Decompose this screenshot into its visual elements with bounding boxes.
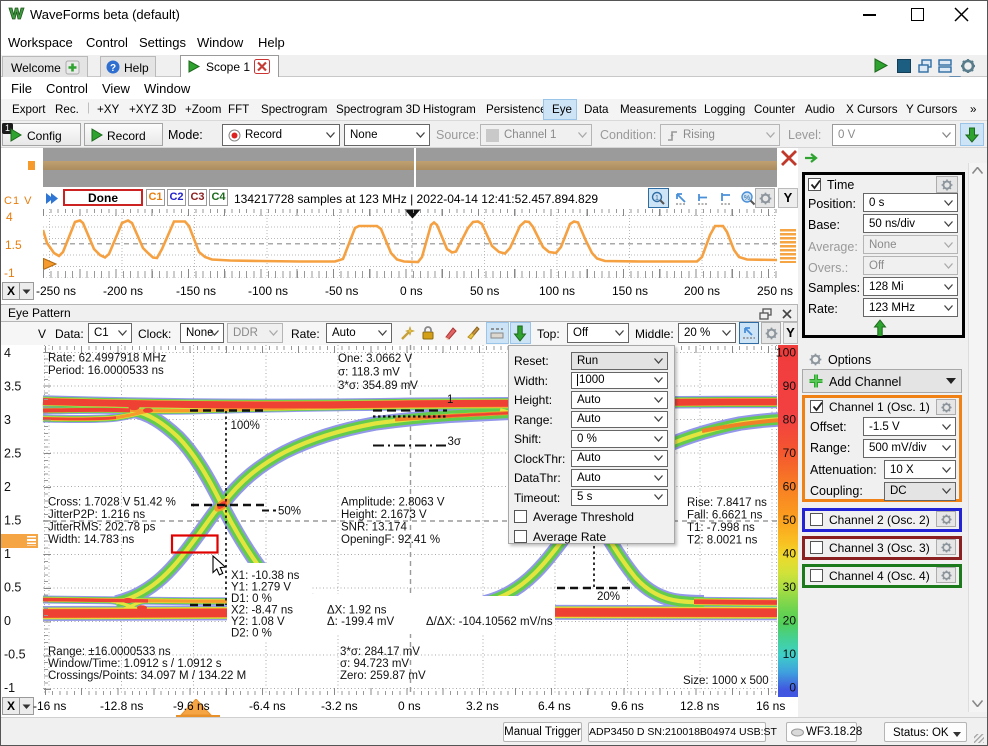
svg-text:D1: 0 %: D1: 0 % [231, 593, 272, 605]
svg-text:0.5: 0.5 [4, 581, 21, 595]
svg-text:50: 50 [783, 513, 797, 527]
svg-text:50%: 50% [278, 506, 301, 518]
svg-text:Size: 1000 x 500: Size: 1000 x 500 [683, 675, 769, 687]
svg-text:One: 3.0662 V: One: 3.0662 V [338, 353, 412, 365]
svg-text:T2: 8.0021 ns: T2: 8.0021 ns [687, 535, 758, 547]
svg-text:Window/Time: 1.0912 s / 1.0912: Window/Time: 1.0912 s / 1.0912 s [48, 658, 222, 670]
svg-text:Width: 14.783 ns: Width: 14.783 ns [48, 534, 135, 546]
svg-text:Δ: -199.4 mV: Δ: -199.4 mV [327, 616, 394, 628]
svg-text:20%: 20% [597, 591, 620, 603]
svg-text:Rise: 7.8417 ns: Rise: 7.8417 ns [687, 497, 767, 509]
svg-text:1: 1 [4, 547, 11, 561]
svg-text:Height: 2.1673 V: Height: 2.1673 V [341, 509, 427, 521]
svg-text:70: 70 [783, 446, 797, 460]
svg-text:T1: -7.998 ns: T1: -7.998 ns [687, 522, 755, 534]
svg-text:X2: -8.47 ns: X2: -8.47 ns [231, 605, 293, 617]
svg-text:X1: -10.38 ns: X1: -10.38 ns [231, 570, 300, 582]
svg-text:1: 1 [655, 195, 659, 202]
svg-text:0: 0 [4, 614, 11, 628]
svg-text:2.5: 2.5 [4, 447, 21, 461]
svg-text:3σ: 3σ [448, 436, 462, 448]
svg-text:3: 3 [4, 413, 11, 427]
svg-text:?: ? [110, 63, 116, 74]
svg-text:3.5: 3.5 [4, 380, 21, 394]
svg-text:ΔX: 1.92 ns: ΔX: 1.92 ns [327, 605, 387, 617]
svg-text:3*σ: 284.17 mV: 3*σ: 284.17 mV [340, 646, 420, 658]
svg-text:100: 100 [776, 346, 796, 360]
svg-text:80: 80 [783, 413, 797, 427]
svg-text:Crossings/Points: 34.097 M / 1: Crossings/Points: 34.097 M / 134.22 M [48, 670, 246, 682]
svg-text:Zero: 259.87 mV: Zero: 259.87 mV [340, 670, 426, 682]
svg-text:0: 0 [789, 681, 796, 695]
svg-text:Period: 16.0000533 ns: Period: 16.0000533 ns [48, 365, 164, 377]
svg-text:Range: ±16.0000533 ns: Range: ±16.0000533 ns [48, 646, 171, 658]
svg-text:Fall: 6.6621 ns: Fall: 6.6621 ns [687, 510, 763, 522]
svg-text:Δ/ΔX: -104.10562 mV/ns: Δ/ΔX: -104.10562 mV/ns [426, 616, 553, 628]
svg-text:60: 60 [783, 480, 797, 494]
svg-text:OpeningF: 92.41 %: OpeningF: 92.41 % [341, 534, 440, 546]
svg-text:1.5: 1.5 [4, 514, 21, 528]
svg-text:30: 30 [783, 580, 797, 594]
svg-text:Y2: 1.08 V: Y2: 1.08 V [231, 616, 285, 628]
svg-text:JitterP2P: 1.216 ns: JitterP2P: 1.216 ns [48, 509, 145, 521]
svg-text:JitterRMS: 202.78 ps: JitterRMS: 202.78 ps [48, 522, 156, 534]
svg-text:-0.5: -0.5 [4, 648, 26, 662]
svg-text:20: 20 [783, 614, 797, 628]
svg-text:%: % [744, 195, 750, 202]
svg-text:1: 1 [447, 394, 453, 406]
svg-text:σ: 94.723 mV: σ: 94.723 mV [340, 658, 409, 670]
svg-text:3*σ: 354.89 mV: 3*σ: 354.89 mV [338, 380, 418, 392]
svg-text:4: 4 [4, 346, 11, 360]
svg-text:40: 40 [783, 547, 797, 561]
svg-text:Amplitude: 2.8063 V: Amplitude: 2.8063 V [341, 497, 445, 509]
svg-text:10: 10 [783, 647, 797, 661]
svg-text:Y1: 1.279 V: Y1: 1.279 V [231, 582, 291, 594]
svg-text:2: 2 [4, 480, 11, 494]
svg-text:100%: 100% [231, 420, 260, 432]
svg-text:D2: 0 %: D2: 0 % [231, 628, 272, 640]
svg-text:-1: -1 [4, 681, 15, 695]
svg-text:90: 90 [783, 379, 797, 393]
svg-text:σ: 118.3 mV: σ: 118.3 mV [338, 367, 400, 379]
svg-text:Rate: 62.4997918 MHz: Rate: 62.4997918 MHz [48, 353, 167, 365]
svg-text:SNR: 13.174: SNR: 13.174 [341, 522, 407, 534]
svg-text:Cross: 1.7028 V 51.42 %: Cross: 1.7028 V 51.42 % [48, 497, 176, 509]
